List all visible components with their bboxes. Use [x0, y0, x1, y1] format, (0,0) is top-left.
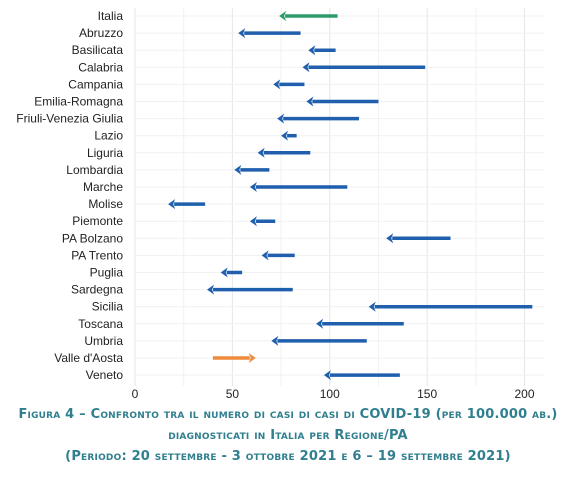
arrow-head	[257, 147, 265, 158]
arrow-head	[220, 267, 228, 278]
region-label: Valle d'Aosta	[54, 351, 123, 365]
figure-caption-line-1: Figura 4 – Confronto tra il numero di ca…	[18, 407, 558, 422]
figure-caption-line-3: (Periodo: 20 settembre - 3 ottobre 2021 …	[65, 449, 511, 464]
x-tick-label: 150	[417, 387, 437, 400]
region-label: Molise	[88, 197, 123, 211]
region-label: Italia	[98, 9, 124, 23]
region-label: Friuli-Venezia Giulia	[16, 112, 123, 126]
region-label: Liguria	[87, 146, 123, 160]
region-label: Calabria	[78, 60, 123, 74]
region-label: Basilicata	[72, 43, 124, 57]
arrow-head	[248, 353, 256, 363]
x-tick-label: 200	[515, 387, 535, 400]
region-label: Marche	[83, 180, 123, 194]
arrow-head	[279, 11, 287, 21]
region-label: Abruzzo	[79, 26, 123, 40]
chart-area: Italia Abruzzo Basilicata Calabria Campania E…	[16, 8, 544, 400]
arrow-head	[249, 182, 257, 192]
figure-caption-line-2: diagnosticati in Italia per Regione/PA	[168, 428, 408, 443]
region-label: Emilia-Romagna	[34, 95, 123, 109]
region-label: Veneto	[86, 368, 124, 382]
region-label: Campania	[68, 77, 123, 91]
arrow-head	[306, 96, 314, 107]
arrow-head	[316, 318, 324, 329]
region-label: Sardegna	[71, 283, 123, 297]
region-label: Lombardia	[66, 163, 123, 177]
region-label: Sicilia	[92, 300, 124, 314]
arrow-head	[302, 62, 310, 73]
x-tick-label: 100	[320, 387, 340, 400]
region-label: Lazio	[94, 129, 123, 143]
arrow-head	[323, 370, 331, 381]
arrow-head	[207, 284, 215, 295]
x-tick-label: 50	[226, 387, 240, 400]
arrow-head	[261, 250, 269, 261]
arrow-head	[281, 130, 289, 141]
region-label: PA Trento	[71, 248, 123, 262]
region-label: Piemonte	[72, 214, 123, 228]
arrow-head	[368, 301, 376, 312]
arrow-chart: Italia Abruzzo Basilicata Calabria Campania E…	[16, 8, 544, 400]
arrow-head	[249, 216, 257, 227]
arrow-head	[273, 79, 281, 90]
arrow-head	[234, 164, 242, 175]
arrow-head	[168, 199, 176, 210]
region-label: Puglia	[90, 266, 124, 280]
arrow-head	[271, 335, 279, 346]
region-label: Toscana	[78, 317, 123, 331]
arrow-head	[308, 45, 316, 56]
region-label: Umbria	[84, 334, 123, 348]
x-tick-label: 0	[132, 387, 139, 400]
arrow-head	[386, 233, 394, 244]
arrow-head	[238, 28, 246, 39]
region-label: PA Bolzano	[62, 231, 123, 245]
arrow-head	[277, 113, 285, 124]
